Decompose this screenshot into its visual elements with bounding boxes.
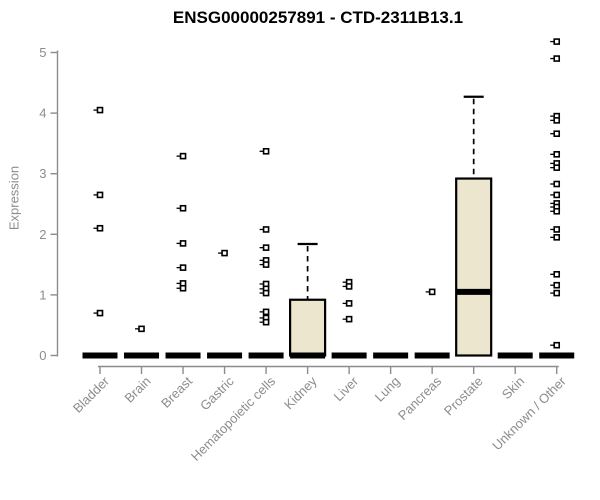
x-tick-label: Skin [499,374,527,402]
outlier-point [553,234,561,241]
median-bar [414,352,450,359]
outlier-point [262,318,270,326]
outlier-point [179,204,187,212]
median-bar [331,352,367,359]
x-tick-label: Lung [372,374,403,405]
outlier-point [96,191,104,199]
chart-title: ENSG00000257891 - CTD-2311B13.1 [172,8,464,27]
y-tick-label: 1 [39,287,46,302]
x-tick-label: Breast [158,373,195,410]
outlier-point [179,264,187,271]
outlier-point [262,147,270,155]
outlier-point [553,191,561,199]
median-bar [248,352,284,359]
outlier-point [262,226,270,233]
median-bar [290,352,326,359]
outlier-point [553,341,561,349]
outlier-point [428,288,436,296]
y-tick-label: 4 [39,106,46,121]
outlier-point [553,55,561,62]
median-bar [124,352,160,359]
outlier-point [553,226,561,233]
median-bar [497,352,533,359]
outlier-point [553,117,561,124]
median-bar [207,352,243,359]
outlier-point [553,180,561,188]
y-tick-label: 0 [39,348,46,363]
outlier-point [553,207,561,215]
outlier-point [262,289,270,297]
outlier-point [553,270,561,278]
outlier-point [221,249,228,257]
outlier-point [179,152,187,160]
outlier-point [262,244,270,251]
x-tick-label: Pancreas [395,373,445,423]
outlier-point [553,281,561,289]
outlier-point [553,130,561,138]
outlier-point [345,315,353,323]
outlier-point [96,106,104,114]
outlier-point [262,261,270,268]
median-bar [165,352,201,359]
median-bar [456,288,492,295]
outlier-point [179,284,187,292]
x-tick-label: Bladder [70,373,113,416]
x-tick-label: Brain [122,374,154,406]
y-axis-title: Expression [6,165,22,231]
outlier-point [553,38,561,45]
outlier-point [96,309,104,317]
outlier-point [345,300,353,307]
median-bar [373,352,409,359]
outlier-point [553,151,561,158]
median-bar [82,352,118,359]
median-bar [539,352,575,359]
outlier-point [138,325,145,333]
x-tick-label: Liver [331,373,362,404]
box [455,177,493,357]
outlier-point [553,164,561,171]
y-tick-label: 2 [39,227,46,242]
y-tick-label: 3 [39,166,46,181]
outlier-point [345,283,353,290]
outlier-point [96,224,104,232]
box [289,298,327,357]
outlier-point [262,308,270,316]
outlier-point [179,240,187,247]
x-tick-label: Kidney [281,373,320,412]
x-tick-label: Prostate [441,374,486,419]
outlier-point [553,289,561,297]
x-tick-label: Unknown / Other [489,373,569,453]
x-tick-label: Gastric [197,373,237,413]
y-tick-label: 5 [39,45,46,60]
